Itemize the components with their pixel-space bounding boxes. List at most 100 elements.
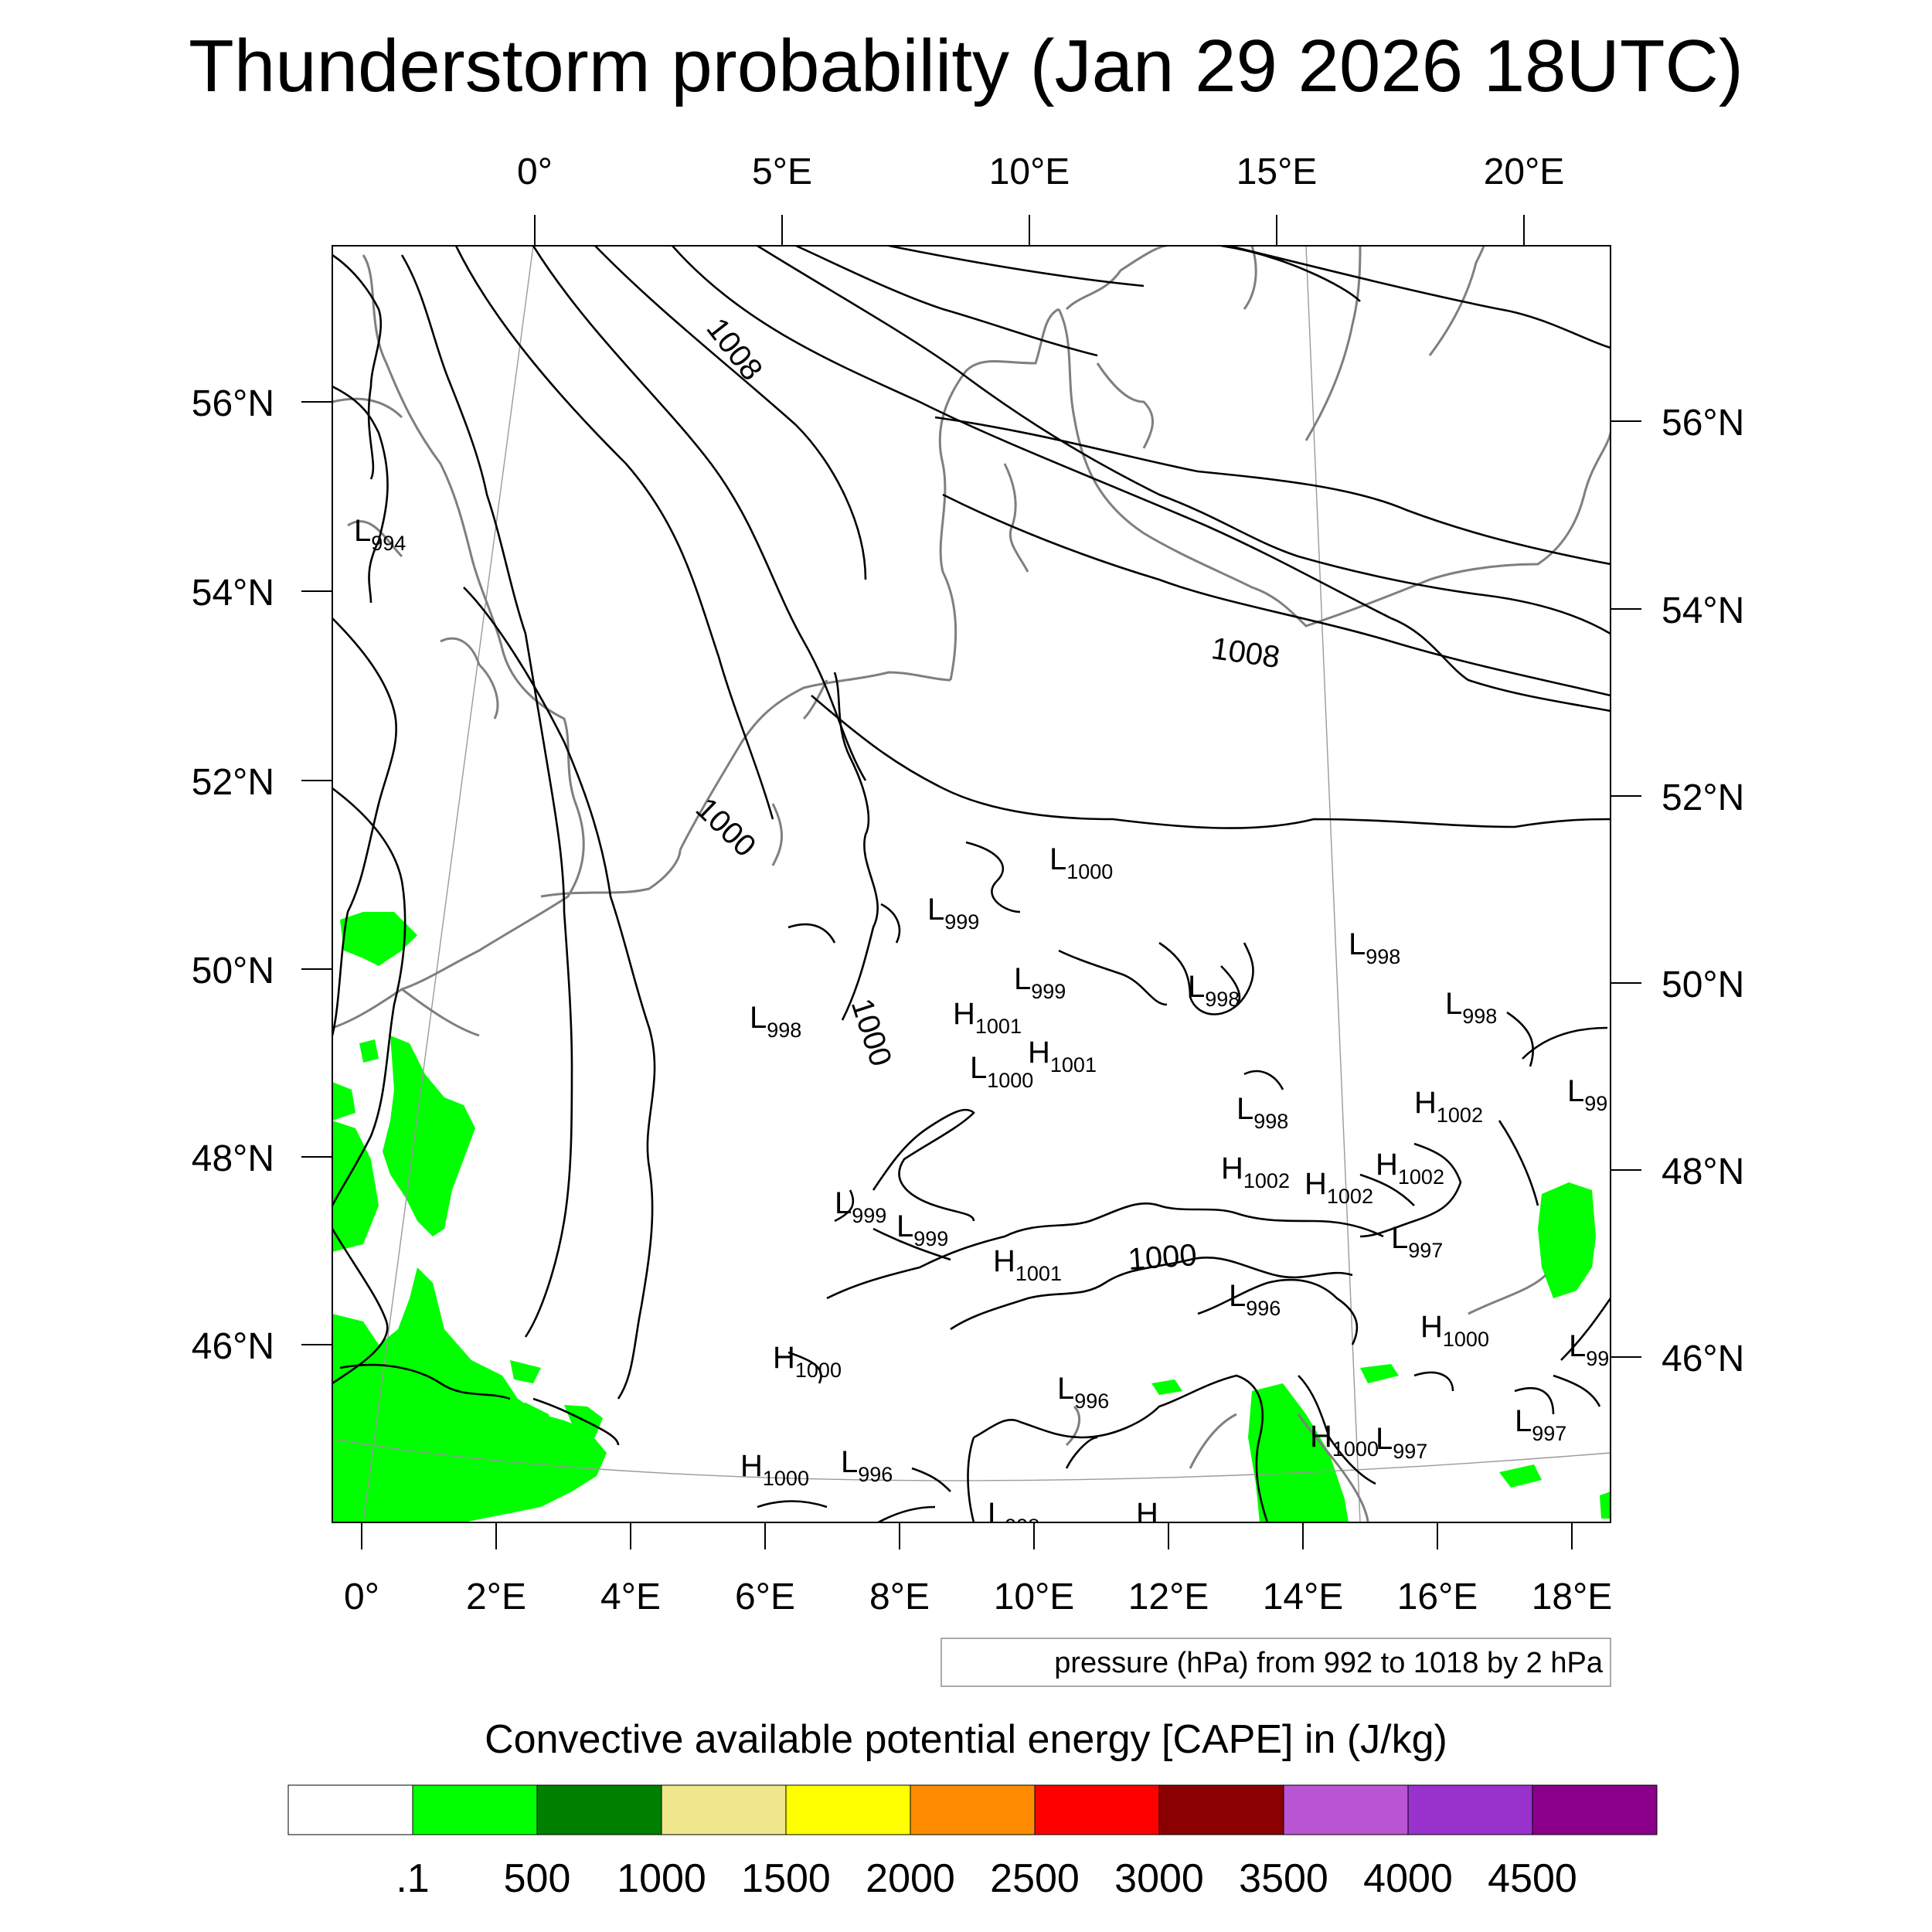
isobars xyxy=(332,246,1611,1522)
colorbar-label: 4000 xyxy=(1363,1856,1453,1901)
low-pressure-label: L998 xyxy=(1445,987,1497,1028)
colorbar-label: 3000 xyxy=(1114,1856,1204,1901)
isobar-label: 1000 xyxy=(689,791,763,863)
colorbar-label: 1500 xyxy=(741,1856,831,1901)
map-frame xyxy=(332,245,1611,1523)
isobar-labels: 1008 1008 1000 1000 1000 xyxy=(689,311,1282,1277)
low-pressure-label: L998 xyxy=(750,1001,801,1042)
high-pressure-label: H1002 xyxy=(1414,1086,1483,1127)
colorbar-label: 3500 xyxy=(1239,1856,1328,1901)
left-lat-axis: 56°N 54°N 52°N 50°N 48°N 46°N xyxy=(192,383,332,1367)
high-pressure-label: H1001 xyxy=(953,997,1022,1038)
high-pressure-label: H1002 xyxy=(1221,1151,1290,1192)
top-lon-axis: 0° 5°E 10°E 15°E 20°E xyxy=(517,151,1564,246)
right-lat-label: 50°N xyxy=(1662,964,1744,1005)
low-pressure-label: L994 xyxy=(354,514,406,555)
low-pressure-label: L998 xyxy=(1349,927,1400,968)
pressure-note: pressure (hPa) from 992 to 1018 by 2 hPa xyxy=(940,1638,1611,1687)
left-lat-label: 56°N xyxy=(192,383,274,424)
top-lon-label: 0° xyxy=(517,151,553,192)
colorbar-swatch xyxy=(785,1784,911,1835)
colorbar-swatch xyxy=(1283,1784,1409,1835)
pressure-centers: L994L1000L999L998L998L999L998L998H1001H1… xyxy=(354,514,1611,1538)
bottom-lon-label: 0° xyxy=(344,1577,379,1617)
high-pressure-label: H1001 xyxy=(993,1244,1062,1285)
low-pressure-label: L999 xyxy=(835,1186,886,1227)
top-lon-label: 10°E xyxy=(989,151,1070,192)
top-lon-label: 20°E xyxy=(1484,151,1565,192)
colorbar-label: 1000 xyxy=(617,1856,706,1901)
high-pressure-label: H1002 xyxy=(1376,1148,1444,1189)
high-pressure-label: H1002 xyxy=(1304,1167,1373,1208)
low-pressure-label: L998 xyxy=(988,1497,1039,1538)
right-lat-label: 46°N xyxy=(1662,1338,1744,1379)
map-title: Thunderstorm probability (Jan 29 2026 18… xyxy=(189,25,1743,107)
colorbar-label: 2500 xyxy=(990,1856,1080,1901)
top-lon-label: 15°E xyxy=(1236,151,1318,192)
bottom-lon-label: 12°E xyxy=(1128,1577,1209,1617)
isobar-label: 1000 xyxy=(845,995,898,1070)
bottom-lon-axis: 0° 2°E 4°E 6°E 8°E 10°E 12°E 14°E 16°E 1… xyxy=(344,1522,1612,1617)
colorbar-label: 500 xyxy=(504,1856,571,1901)
low-pressure-label: L997 xyxy=(1376,1422,1427,1463)
left-lat-label: 54°N xyxy=(192,573,274,614)
coastlines xyxy=(332,246,1611,1522)
colorbar-swatch xyxy=(536,1784,662,1835)
left-lat-label: 50°N xyxy=(192,951,274,992)
high-pressure-label: H1000 xyxy=(773,1341,842,1382)
colorbar-swatch xyxy=(1407,1784,1533,1835)
low-pressure-label: L999 xyxy=(927,893,979,934)
low-pressure-label: L1000 xyxy=(970,1051,1033,1092)
left-lat-label: 46°N xyxy=(192,1326,274,1367)
graticule xyxy=(332,246,1611,1522)
colorbar-title: Convective available potential energy [C… xyxy=(485,1717,1447,1762)
colorbar-label: 2000 xyxy=(866,1856,955,1901)
high-pressure-label: H1001 xyxy=(1028,1036,1097,1077)
colorbar-swatch xyxy=(661,1784,787,1835)
high-pressure-label: H1000 xyxy=(1420,1310,1489,1351)
left-lat-label: 48°N xyxy=(192,1138,274,1179)
low-pressure-label: L996 xyxy=(1057,1372,1109,1413)
pressure-note-text: pressure (hPa) from 992 to 1018 by 2 hPa xyxy=(1054,1647,1604,1679)
colorbar-swatch xyxy=(1158,1784,1284,1835)
cape-areas xyxy=(332,912,1611,1522)
colorbar xyxy=(287,1784,1658,1835)
colorbar-label: 4500 xyxy=(1488,1856,1577,1901)
right-lat-label: 48°N xyxy=(1662,1151,1744,1192)
map-area: 1008 1008 1000 1000 1000 L994L1000L999L9… xyxy=(332,246,1611,1538)
low-pressure-label: L997 xyxy=(1515,1404,1566,1445)
left-lat-label: 52°N xyxy=(192,762,274,803)
bottom-lon-label: 2°E xyxy=(466,1577,526,1617)
low-pressure-label: L997 xyxy=(1391,1221,1443,1262)
colorbar-swatch xyxy=(287,1784,413,1835)
right-lat-label: 54°N xyxy=(1662,590,1744,631)
isobar-label: 1008 xyxy=(700,311,769,386)
right-lat-label: 52°N xyxy=(1662,777,1744,818)
low-pressure-label: L999 xyxy=(1014,962,1066,1003)
bottom-lon-label: 4°E xyxy=(600,1577,661,1617)
right-lat-label: 56°N xyxy=(1662,403,1744,444)
colorbar-label: .1 xyxy=(396,1856,429,1901)
low-pressure-label: L999 xyxy=(896,1209,948,1250)
isobar-label: 1008 xyxy=(1209,631,1282,675)
low-pressure-label: L1000 xyxy=(1049,842,1113,883)
top-lon-label: 5°E xyxy=(752,151,812,192)
right-lat-axis: 56°N 54°N 52°N 50°N 48°N 46°N xyxy=(1611,403,1744,1379)
low-pressure-label: L998 xyxy=(1188,970,1240,1011)
colorbar-swatch xyxy=(1034,1784,1160,1835)
colorbar-swatch xyxy=(412,1784,538,1835)
colorbar-labels: .1 500 1000 1500 2000 2500 3000 3500 4000 4500 xyxy=(396,1856,1577,1901)
low-pressure-label: L998 xyxy=(1236,1092,1288,1133)
bottom-lon-label: 14°E xyxy=(1263,1577,1344,1617)
bottom-lon-label: 6°E xyxy=(735,1577,795,1617)
high-pressure-label: H xyxy=(1136,1497,1158,1531)
bottom-lon-label: 16°E xyxy=(1397,1577,1478,1617)
colorbar-swatch xyxy=(910,1784,1036,1835)
bottom-lon-label: 8°E xyxy=(869,1577,930,1617)
low-pressure-label: L996 xyxy=(1229,1279,1281,1320)
colorbar-swatch xyxy=(1532,1784,1658,1835)
bottom-lon-label: 10°E xyxy=(994,1577,1075,1617)
bottom-lon-label: 18°E xyxy=(1532,1577,1613,1617)
low-pressure-label: L99 xyxy=(1567,1074,1607,1115)
